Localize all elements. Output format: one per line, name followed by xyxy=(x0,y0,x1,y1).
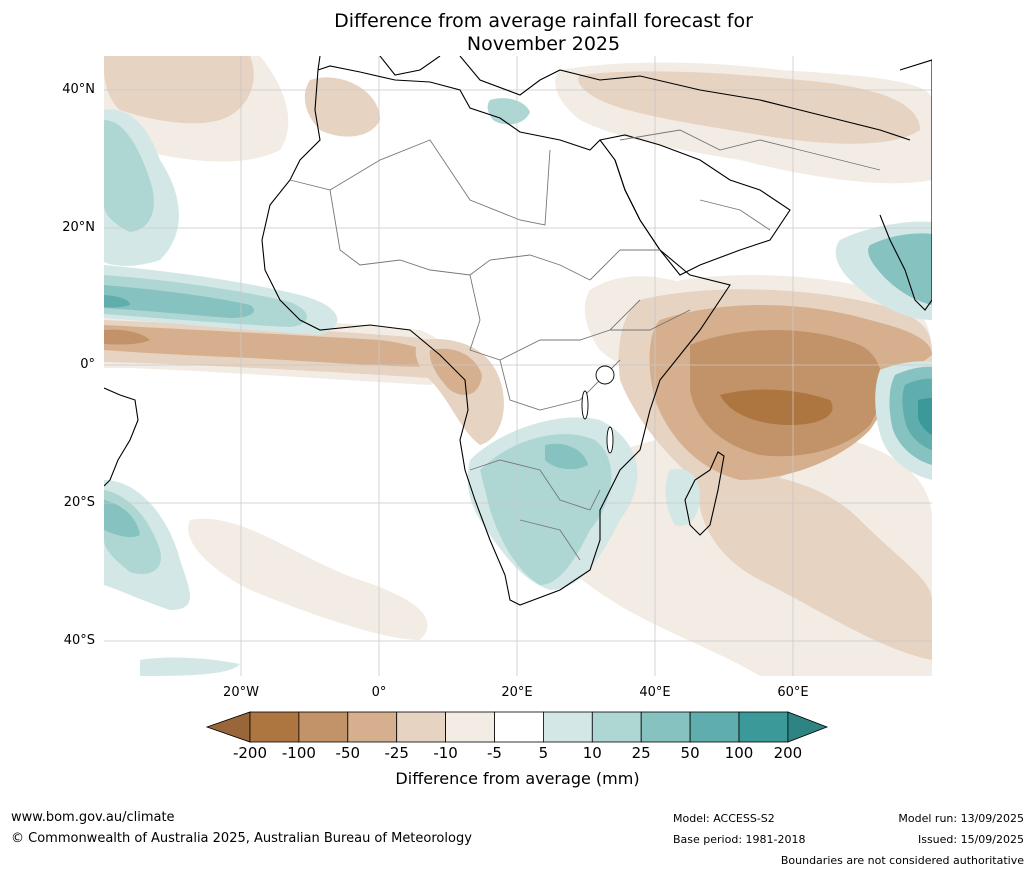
colorbar-tick-label: -25 xyxy=(384,744,409,762)
lake-malawi xyxy=(606,426,614,454)
anomaly-dry-100-gulf-of-guinea xyxy=(104,329,150,345)
colorbar-tick-label: -200 xyxy=(232,744,268,762)
lakes xyxy=(581,365,615,454)
colorbar-tick-label: 5 xyxy=(538,744,549,762)
colorbar-segment xyxy=(298,711,349,743)
title-line-2: November 2025 xyxy=(466,33,621,55)
anomaly-dry-25-southern-indian xyxy=(698,470,932,660)
colorbar-segment xyxy=(249,711,300,743)
lon-label-20w: 20°W xyxy=(223,685,259,700)
anomaly-wet-light-south-west xyxy=(140,657,240,676)
anomaly-dry-50-congo xyxy=(429,348,482,395)
coastlines xyxy=(104,56,932,606)
anomaly-dry-25-middle-east xyxy=(578,71,920,144)
colorbar-segment xyxy=(591,711,642,743)
footer-issued: Issued: 15/09/2025 xyxy=(917,833,1024,846)
colorbar-tick-label: 100 xyxy=(724,744,754,762)
colorbar-tick-label: -5 xyxy=(487,744,502,762)
border-central xyxy=(469,274,641,361)
anomaly-wet-50-south-atlantic xyxy=(104,500,140,538)
colorbar-tick-label: -50 xyxy=(335,744,361,762)
lake-victoria xyxy=(595,365,615,385)
border-west-africa xyxy=(289,179,591,281)
lat-label-0: 0° xyxy=(80,357,95,372)
europe-coastline xyxy=(317,56,911,141)
colorbar-segment xyxy=(347,711,398,743)
anomaly-wet-200-east-indian xyxy=(918,398,932,435)
lat-label-40n: 40°N xyxy=(62,82,95,97)
anomaly-wet-25-north-atlantic xyxy=(104,120,154,232)
lon-label-20e: 20°E xyxy=(501,685,533,700)
border-middle-east xyxy=(619,129,881,231)
anomaly-wet-50-tropical-atlantic xyxy=(104,285,254,318)
colorbar-tick-label: 25 xyxy=(631,744,651,762)
footer-disclaimer: Boundaries are not considered authoritat… xyxy=(780,854,1024,867)
colorbar-tick-label: -10 xyxy=(433,744,458,762)
colorbar-arrow-high xyxy=(787,711,829,743)
colorbar-label: Difference from average (mm) xyxy=(395,769,640,788)
madagascar-coastline xyxy=(684,451,725,536)
anomaly-wet-light-mozambique-channel xyxy=(665,468,700,526)
lat-label-20n: 20°N xyxy=(62,220,95,235)
border-east xyxy=(589,249,691,331)
colorbar-tick-label: 50 xyxy=(680,744,700,762)
colorbar-segment xyxy=(445,711,495,743)
footer-url[interactable]: www.bom.gov.au/climate xyxy=(11,810,175,825)
lat-label-40s: 40°S xyxy=(63,633,95,648)
title-line-1: Difference from average rainfall forecas… xyxy=(334,10,753,32)
colorbar-segment xyxy=(738,711,789,743)
map-title: Difference from average rainfall forecas… xyxy=(200,10,887,56)
lake-tanganyika xyxy=(581,390,589,420)
lon-label-0: 0° xyxy=(371,685,387,700)
colorbar-tick-label: -100 xyxy=(281,744,316,762)
colorbar xyxy=(205,711,829,743)
anomaly-wet-100-east-indian xyxy=(902,378,932,450)
border-southern xyxy=(469,459,601,561)
arabia-coastline xyxy=(599,134,791,276)
footer-model-run: Model run: 13/09/2025 xyxy=(898,812,1024,825)
country-borders xyxy=(289,129,881,561)
south-america-coastline xyxy=(104,387,139,487)
anomaly-wet-50-southern-africa xyxy=(545,443,588,470)
africa-coastline xyxy=(261,65,731,606)
lon-label-40e: 40°E xyxy=(639,685,671,700)
anomaly-dry-25-mediterranean xyxy=(304,77,380,137)
colorbar-segment xyxy=(494,711,544,743)
colorbar-arrow-low xyxy=(205,711,251,743)
map-area xyxy=(104,56,932,676)
anomaly-dry-light-south-atlantic xyxy=(188,518,428,640)
anomaly-wet-25-southern-africa xyxy=(480,434,612,585)
colorbar-tick-label: 10 xyxy=(582,744,602,762)
anomaly-wet-50-arabian-sea xyxy=(868,233,932,305)
footer-base-period: Base period: 1981-2018 xyxy=(673,833,806,846)
lon-label-60e: 60°E xyxy=(777,685,809,700)
lat-label-20s: 20°S xyxy=(63,495,95,510)
anomaly-dry-50-gulf-of-guinea xyxy=(104,325,450,367)
graticule xyxy=(104,56,932,676)
colorbar-tick-label: 200 xyxy=(773,744,803,762)
footer-model: Model: ACCESS-S2 xyxy=(673,812,775,825)
india-coastline xyxy=(879,59,932,311)
colorbar-segment xyxy=(543,711,593,743)
footer-copyright: © Commonwealth of Australia 2025, Austra… xyxy=(11,831,472,846)
colorbar-segment xyxy=(396,711,447,743)
colorbar-segment xyxy=(689,711,740,743)
anomaly-dry-200-indian-ocean xyxy=(720,389,833,425)
colorbar-segment xyxy=(640,711,691,743)
anomaly-wet-100-tropical-atlantic xyxy=(104,295,130,308)
border-sahara xyxy=(329,139,551,226)
